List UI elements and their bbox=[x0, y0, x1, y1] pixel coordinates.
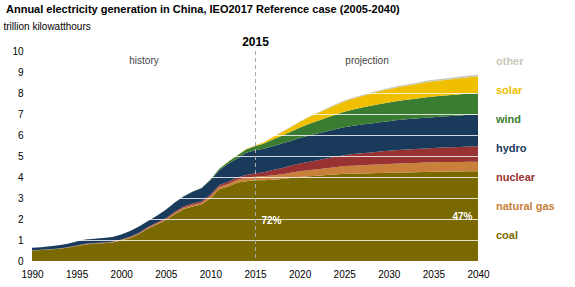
svg-text:9: 9 bbox=[18, 67, 24, 78]
html-text:nuclear: nuclear bbox=[496, 171, 536, 183]
html-text:solar: solar bbox=[496, 84, 523, 96]
svg-text:1995: 1995 bbox=[66, 269, 89, 280]
svg-text:2015: 2015 bbox=[242, 35, 269, 49]
svg-text:2020: 2020 bbox=[289, 269, 312, 280]
html-text:wind: wind bbox=[496, 113, 522, 125]
svg-text:6: 6 bbox=[18, 130, 24, 141]
svg-text:72%: 72% bbox=[262, 215, 282, 226]
svg-text:0: 0 bbox=[18, 256, 24, 267]
svg-text:trillion kilowatthours: trillion kilowatthours bbox=[4, 21, 91, 32]
html-text:other: other bbox=[496, 55, 524, 67]
svg-text:8: 8 bbox=[18, 88, 24, 99]
svg-text:47%: 47% bbox=[452, 211, 472, 222]
svg-text:10: 10 bbox=[12, 46, 24, 57]
html-text:Annual electricity generation: Annual electricity generation in China, … bbox=[6, 3, 400, 15]
svg-text:2: 2 bbox=[18, 214, 24, 225]
svg-text:2010: 2010 bbox=[200, 269, 223, 280]
svg-text:3: 3 bbox=[18, 193, 24, 204]
svg-text:2025: 2025 bbox=[334, 269, 357, 280]
svg-text:7: 7 bbox=[18, 109, 24, 120]
svg-text:2000: 2000 bbox=[111, 269, 134, 280]
svg-text:2040: 2040 bbox=[467, 269, 490, 280]
html-text:hydro: hydro bbox=[496, 142, 527, 154]
svg-text:history: history bbox=[129, 55, 158, 66]
svg-text:5: 5 bbox=[18, 151, 24, 162]
svg-text:1: 1 bbox=[18, 235, 24, 246]
svg-text:1990: 1990 bbox=[21, 269, 44, 280]
svg-text:projection: projection bbox=[345, 55, 388, 66]
svg-text:4: 4 bbox=[18, 172, 24, 183]
html-text:natural gas: natural gas bbox=[496, 200, 555, 212]
svg-text:2035: 2035 bbox=[423, 269, 446, 280]
svg-text:2015: 2015 bbox=[244, 269, 267, 280]
svg-text:2005: 2005 bbox=[155, 269, 178, 280]
html-text:coal: coal bbox=[496, 229, 518, 241]
svg-text:2030: 2030 bbox=[378, 269, 401, 280]
